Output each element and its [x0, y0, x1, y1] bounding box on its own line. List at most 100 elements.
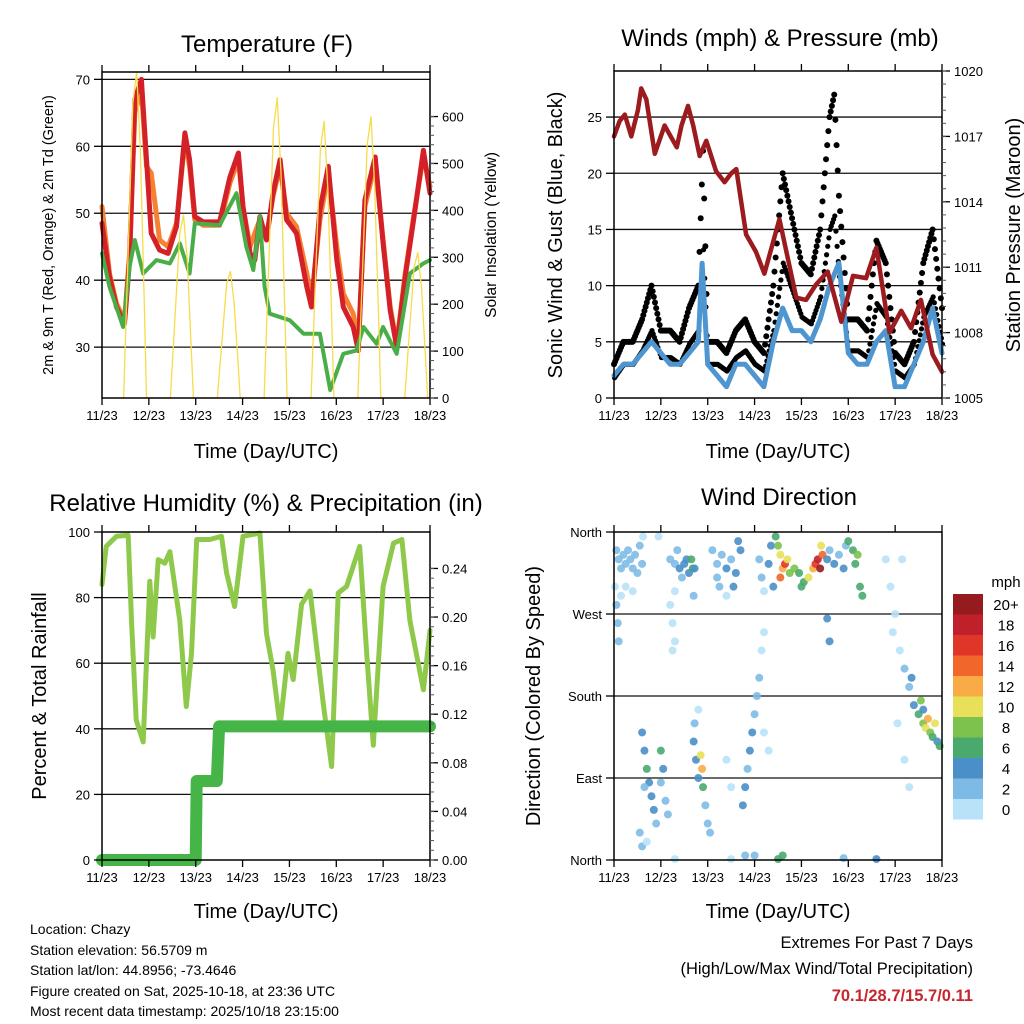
y-tick-label: 0 [595, 391, 602, 406]
direction-point [795, 569, 803, 577]
direction-point [624, 546, 632, 554]
legend-label: 18 [998, 618, 1015, 635]
gust-point [918, 280, 924, 286]
y2-tick-label: 400 [442, 203, 464, 218]
gust-point [764, 325, 770, 331]
direction-point [669, 646, 677, 654]
gust-point [774, 311, 779, 316]
x-tick-label: 13/23 [691, 870, 724, 885]
direction-point [840, 854, 848, 862]
y2-tick-label: 1017 [954, 129, 983, 144]
direction-point [650, 806, 658, 814]
gust-point [773, 255, 779, 261]
extremes-values: 70.1/28.7/15.7/0.11 [831, 987, 973, 1005]
direction-point [647, 792, 655, 800]
direction-point [727, 555, 735, 563]
gust-point [790, 221, 796, 227]
x-tick-label: 11/23 [86, 408, 118, 423]
direction-point [666, 601, 674, 609]
gust-point [873, 308, 878, 313]
gust-point [832, 117, 838, 123]
gust-point [825, 128, 831, 134]
gust-point [651, 294, 657, 300]
direction-point [727, 783, 735, 791]
wind-direction-plot: 11/23 12/23 13/23 14/23 15/23 16/23 17/23 18/23… [568, 525, 958, 885]
gust-point [911, 339, 917, 345]
winds-plot: 11/23 12/23 13/23 14/23 15/23 16/23 17/23 18/23… [588, 64, 983, 423]
gust-point [814, 243, 820, 249]
humidity-frame [101, 531, 431, 861]
x-tick-label: 18/23 [414, 870, 447, 885]
direction-point [636, 829, 644, 837]
x-tick-label: 15/23 [273, 408, 306, 423]
gust-point [778, 277, 783, 282]
direction-point [631, 551, 639, 559]
humidity-ylabel: Percent & Total Rainfall [29, 592, 51, 800]
x-tick-label: 16/23 [832, 870, 865, 885]
direction-point [898, 555, 906, 563]
direction-point [678, 574, 686, 582]
direction-point [629, 587, 637, 595]
gust-point [698, 215, 704, 221]
gust-point [817, 226, 823, 232]
direction-point [779, 851, 787, 859]
direction-point [636, 542, 644, 550]
direction-point [901, 756, 909, 764]
direction-point [905, 783, 913, 791]
humidity-title: Relative Humidity (%) & Precipitation (i… [49, 490, 482, 517]
humidity-xlabel: Time (Day/UTC) [194, 901, 339, 923]
y-tick-label: 5 [595, 335, 602, 350]
direction-point [617, 592, 625, 600]
direction-point [633, 569, 641, 577]
y2-tick-label: 0.16 [442, 659, 467, 674]
direction-point [734, 537, 742, 545]
direction-point [673, 546, 681, 554]
gust-point [841, 255, 847, 261]
direction-point [753, 692, 761, 700]
y-tick-label: South [568, 689, 602, 704]
legend-swatch [953, 758, 983, 779]
gust-point [771, 269, 777, 275]
direction-point [840, 564, 848, 572]
gust-point [829, 103, 835, 109]
gust-point [869, 283, 875, 289]
legend-swatch [953, 614, 983, 635]
gust-point [808, 271, 814, 277]
gust-point [883, 260, 889, 266]
direction-point [722, 564, 730, 572]
gust-point [830, 97, 836, 103]
relative-humidity-line [102, 533, 430, 767]
x-tick-label: 18/23 [926, 870, 959, 885]
y2-tick-label: 1011 [954, 260, 982, 275]
gust-point [931, 294, 936, 299]
x-tick-label: 14/23 [738, 408, 771, 423]
gust-point [871, 321, 876, 326]
direction-point [722, 756, 730, 764]
gust-point [870, 271, 876, 277]
direction-point [893, 719, 901, 727]
gust-point [777, 286, 782, 291]
y2-tick-label: 0 [442, 391, 449, 406]
gust-point [782, 181, 788, 187]
y-tick-label: 40 [76, 722, 90, 737]
gust-point [822, 170, 828, 176]
winds-series [611, 88, 945, 386]
direction-point [746, 747, 754, 755]
legend-swatch [953, 655, 983, 676]
gust-point [932, 300, 937, 305]
y2-tick-label: 1020 [954, 64, 983, 79]
direction-point [858, 592, 866, 600]
gust-point [869, 335, 874, 340]
gust-point [809, 266, 815, 272]
direction-point [690, 592, 698, 600]
direction-point [701, 801, 709, 809]
gust-point [650, 288, 656, 294]
gust-point [766, 316, 772, 322]
direction-point [690, 738, 698, 746]
winds-xlabel: Time (Day/UTC) [706, 441, 851, 463]
direction-point [699, 783, 707, 791]
gust-point [770, 283, 776, 289]
gust-point [872, 314, 877, 319]
station-pressure-line [614, 88, 942, 371]
direction-point [767, 542, 775, 550]
